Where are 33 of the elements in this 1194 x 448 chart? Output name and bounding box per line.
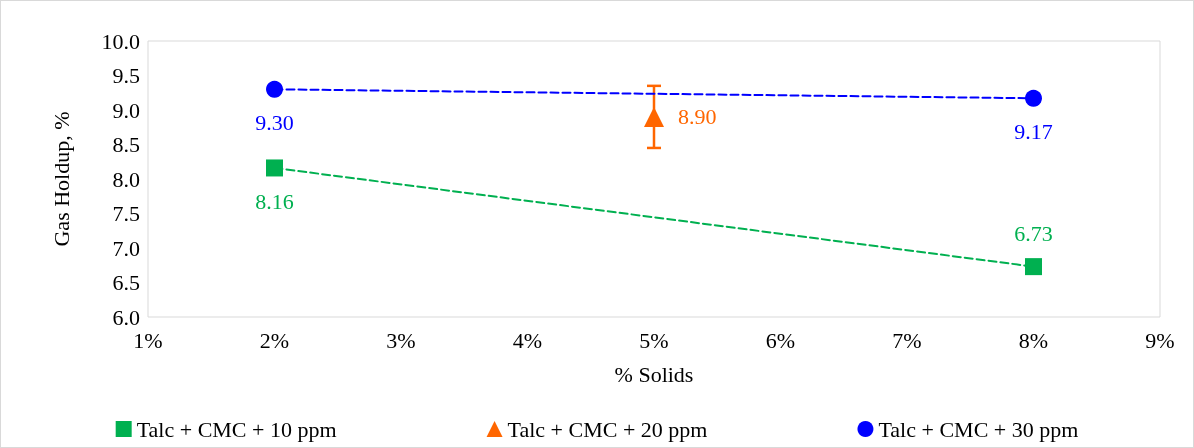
x-tick-label: 7% (892, 327, 922, 353)
y-tick-label: 8.5 (112, 132, 140, 157)
point (266, 80, 283, 98)
y-tick-label: 9.5 (112, 63, 140, 88)
legend-label: Talc + CMC + 10 ppm (136, 416, 337, 442)
x-tick-label: 4% (512, 327, 543, 353)
data-label: 8.16 (255, 188, 294, 214)
y-tick-label: 8.0 (112, 166, 140, 192)
point (1025, 258, 1042, 276)
x-tick-label: 5% (639, 327, 669, 353)
data-label: 9.17 (1014, 119, 1053, 145)
data-label: 9.30 (255, 110, 294, 136)
x-axis-title: % Solids (614, 361, 694, 387)
y-tick-label: 10.0 (101, 28, 140, 54)
x-tick-label: 2% (259, 327, 290, 353)
y-tick-label: 6.5 (112, 270, 140, 295)
x-tick-label: 8% (1018, 327, 1049, 353)
data-label: 6.73 (1014, 220, 1053, 246)
point (644, 106, 664, 127)
legend-label: Talc + CMC + 20 ppm (507, 416, 708, 442)
y-tick-label: 7.0 (112, 235, 140, 261)
x-tick-label: 1% (133, 327, 163, 353)
x-tick-label: 6% (765, 327, 796, 353)
y-tick-label: 7.5 (112, 201, 140, 226)
y-tick-label: 6.0 (112, 304, 140, 330)
x-tick-label: 3% (386, 327, 416, 353)
legend-label: Talc + CMC + 30 ppm (878, 416, 1079, 442)
y-axis-title: Gas Holdup, % (48, 111, 74, 247)
data-label: 8.90 (678, 104, 717, 130)
point (1025, 89, 1042, 107)
point (266, 159, 283, 177)
y-tick-label: 9.0 (112, 97, 140, 123)
x-tick-label: 9% (1145, 327, 1175, 353)
